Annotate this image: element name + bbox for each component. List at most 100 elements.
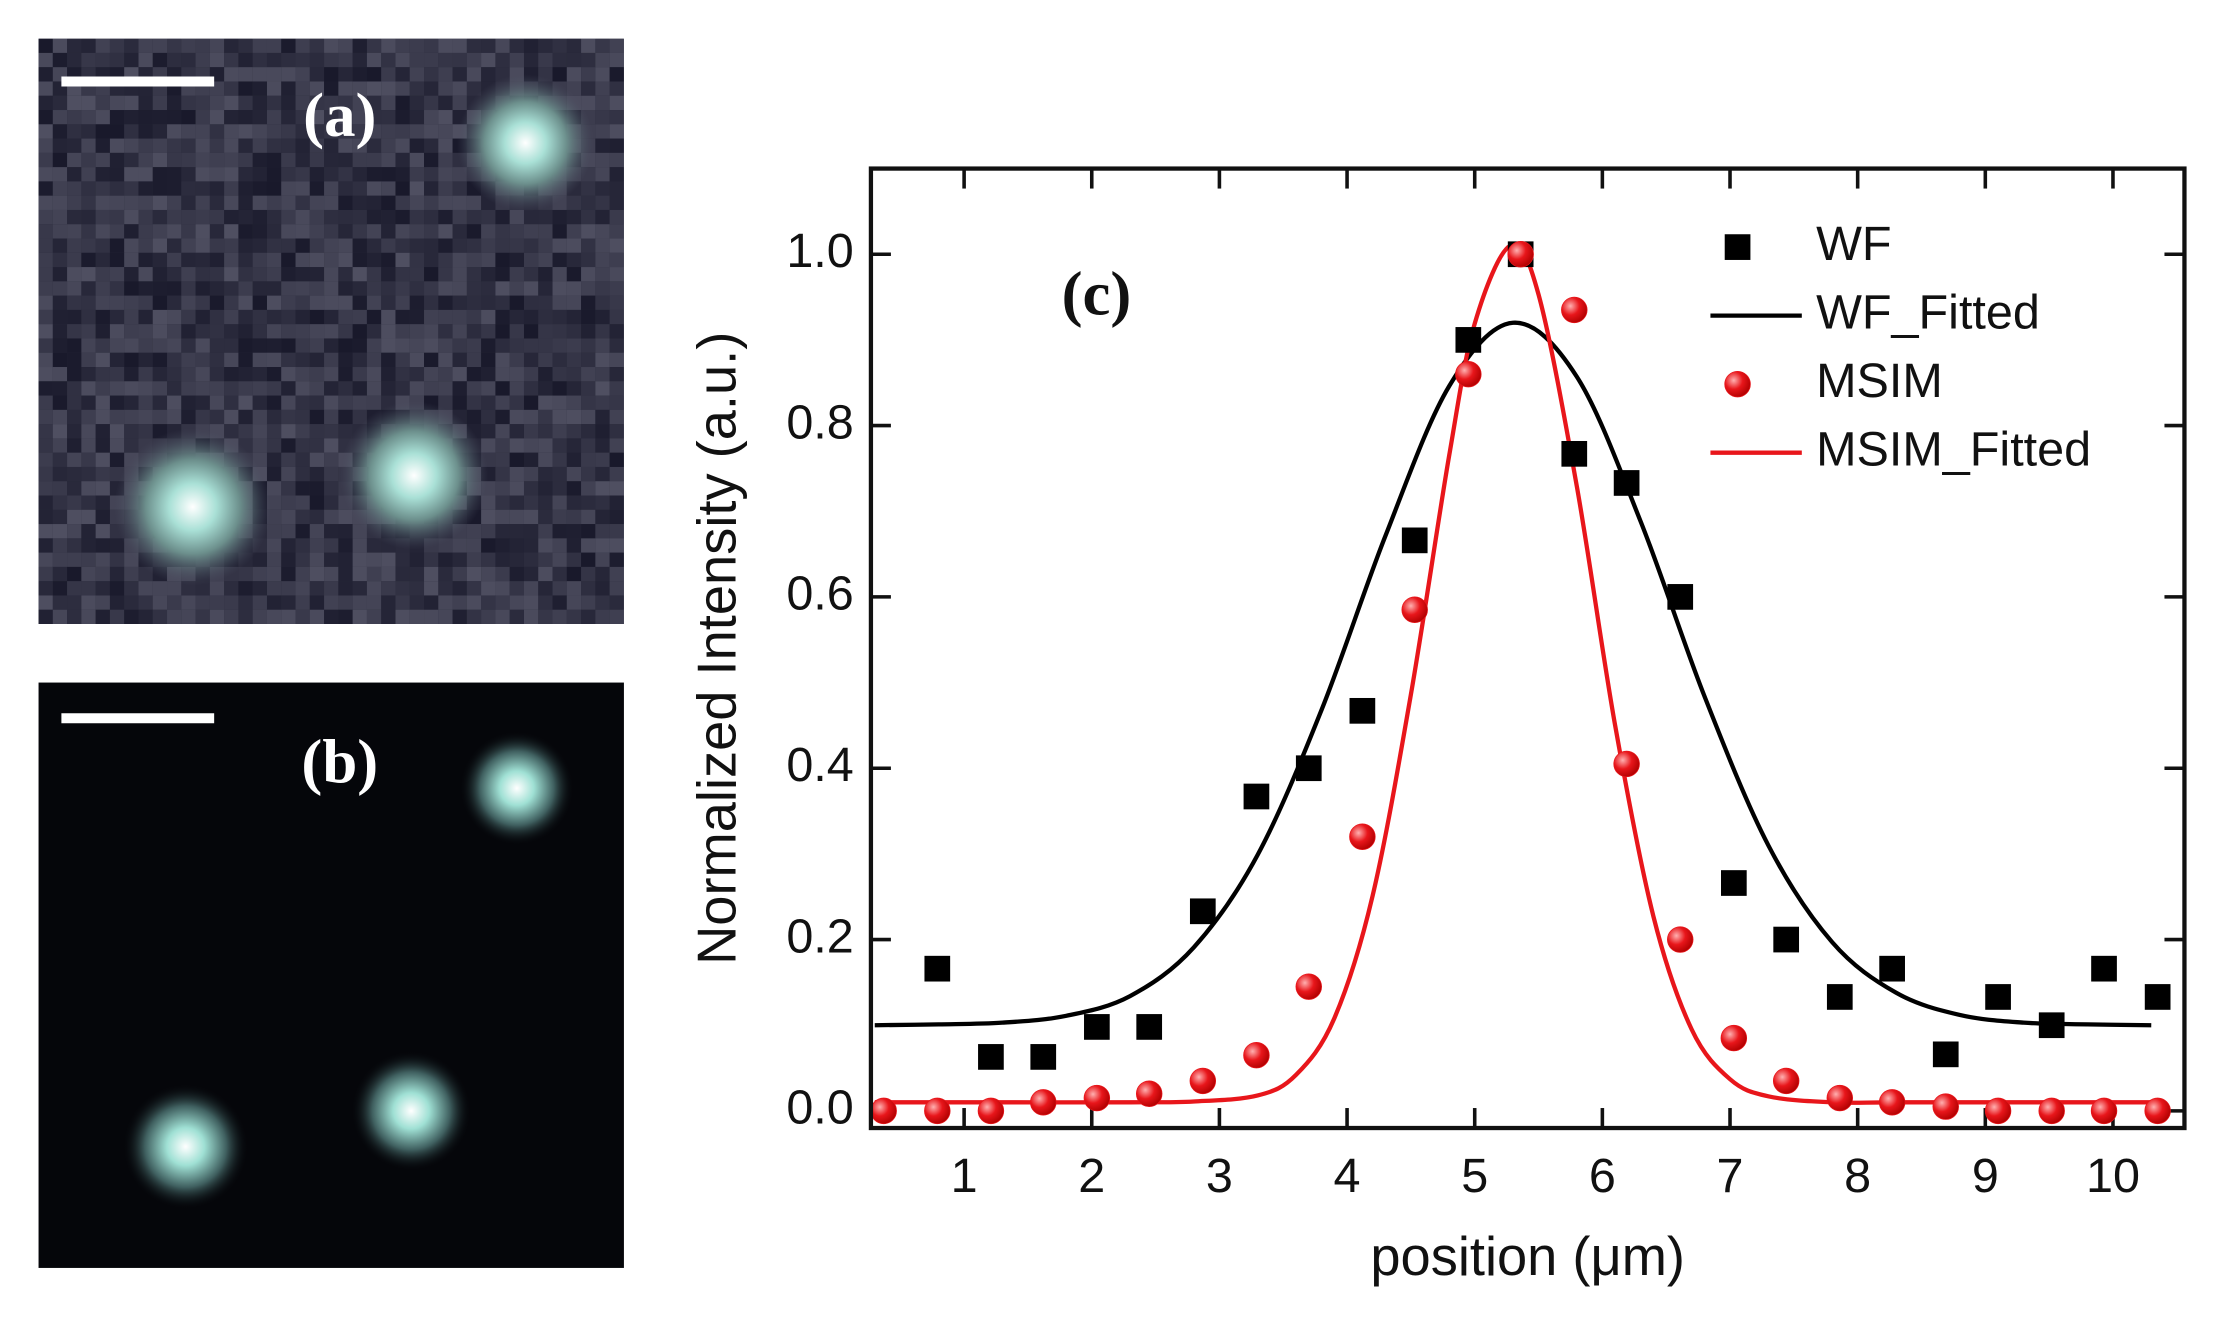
noise-pixel: [209, 224, 225, 239]
noise-pixel: [38, 381, 53, 396]
noise-pixel: [167, 124, 182, 139]
spot: [122, 1083, 249, 1210]
noise-pixel: [167, 352, 182, 368]
noise-pixel: [552, 238, 567, 253]
noise-pixel: [338, 110, 353, 125]
noise-pixel: [338, 181, 353, 196]
noise-pixel: [181, 381, 196, 396]
noise-pixel: [167, 381, 182, 396]
noise-pixel: [109, 381, 125, 396]
noise-pixel: [324, 209, 339, 225]
noise-pixel: [281, 295, 296, 310]
noise-pixel: [338, 309, 353, 325]
noise-pixel: [67, 110, 82, 125]
noise-pixel: [609, 381, 624, 396]
noise-pixel: [195, 52, 210, 68]
noise-pixel: [95, 509, 110, 525]
noise-pixel: [81, 252, 96, 268]
noise-pixel: [67, 438, 82, 453]
noise-pixel: [252, 167, 267, 182]
noise-pixel: [366, 195, 382, 210]
noise-pixel: [538, 609, 553, 625]
x-axis-label: position (μm): [1370, 1227, 1685, 1287]
noise-pixel: [224, 95, 239, 111]
noise-pixel: [67, 252, 82, 268]
noise-pixel: [409, 209, 425, 225]
noise-pixel: [38, 52, 53, 68]
noise-pixel: [566, 552, 582, 567]
noise-pixel: [266, 538, 282, 553]
noise-pixel: [324, 338, 339, 353]
noise-pixel: [67, 224, 82, 239]
noise-pixel: [309, 581, 325, 596]
noise-pixel: [152, 395, 168, 410]
noise-pixel: [381, 110, 396, 125]
noise-pixel: [538, 566, 553, 582]
noise-pixel: [81, 367, 96, 382]
noise-pixel: [566, 595, 582, 610]
noise-pixel: [495, 367, 510, 382]
noise-pixel: [195, 124, 210, 139]
noise-pixel: [152, 367, 168, 382]
noise-pixel: [566, 238, 582, 253]
noise-pixel: [509, 209, 524, 225]
noise-pixel: [481, 538, 496, 553]
noise-pixel: [67, 281, 82, 296]
noise-pixel: [52, 167, 68, 182]
noise-pixel: [595, 110, 610, 125]
noise-pixel: [424, 609, 439, 625]
noise-pixel: [124, 609, 139, 625]
noise-pixel: [595, 95, 610, 111]
marker: [924, 955, 951, 982]
noise-pixel: [281, 181, 296, 196]
noise-pixel: [424, 181, 439, 196]
noise-pixel: [523, 38, 539, 53]
noise-pixel: [281, 524, 296, 539]
noise-pixel: [452, 295, 467, 310]
noise-pixel: [581, 438, 596, 453]
noise-pixel: [395, 124, 410, 139]
noise-pixel: [81, 424, 96, 439]
noise-pixel: [424, 367, 439, 382]
noise-pixel: [352, 224, 367, 239]
noise-pixel: [67, 595, 82, 610]
noise-pixel: [581, 581, 596, 596]
noise-pixel: [595, 224, 610, 239]
noise-pixel: [295, 324, 310, 339]
noise-pixel: [581, 81, 596, 96]
noise-pixel: [152, 595, 168, 610]
noise-pixel: [95, 124, 110, 139]
noise-pixel: [266, 324, 282, 339]
noise-pixel: [495, 581, 510, 596]
noise-pixel: [252, 181, 267, 196]
noise-pixel: [409, 281, 425, 296]
noise-pixel: [309, 481, 325, 496]
noise-pixel: [224, 281, 239, 296]
noise-pixel: [266, 110, 282, 125]
marker: [1773, 926, 1800, 953]
noise-pixel: [252, 424, 267, 439]
noise-pixel: [523, 367, 539, 382]
noise-pixel: [438, 67, 453, 82]
noise-pixel: [438, 167, 453, 182]
noise-pixel: [324, 138, 339, 153]
noise-pixel: [338, 281, 353, 296]
noise-pixel: [424, 267, 439, 282]
noise-pixel: [352, 409, 367, 425]
noise-pixel: [581, 295, 596, 310]
noise-pixel: [238, 395, 253, 410]
noise-pixel: [52, 309, 68, 325]
noise-pixel: [209, 167, 225, 182]
noise-pixel: [67, 52, 82, 68]
noise-pixel: [395, 352, 410, 368]
noise-pixel: [509, 409, 524, 425]
noise-pixel: [152, 352, 168, 368]
noise-pixel: [452, 195, 467, 210]
noise-pixel: [167, 609, 182, 625]
noise-pixel: [81, 409, 96, 425]
noise-pixel: [195, 152, 210, 168]
noise-pixel: [409, 609, 425, 625]
noise-pixel: [281, 481, 296, 496]
noise-pixel: [95, 566, 110, 582]
